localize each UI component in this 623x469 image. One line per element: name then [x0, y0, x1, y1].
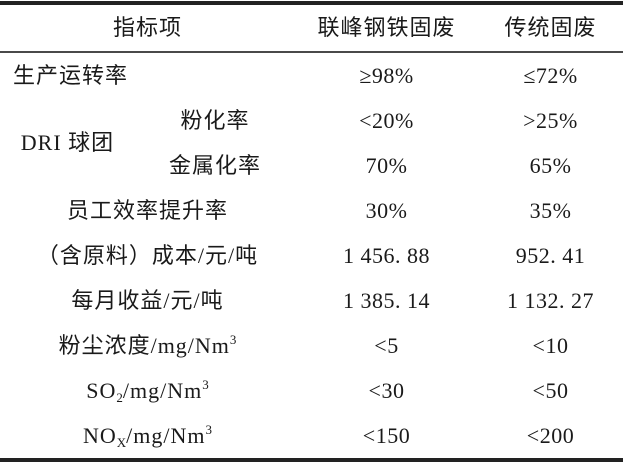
nox-label-subscript: X	[116, 434, 127, 450]
staff-efficiency-lianfeng-value: 30%	[365, 197, 408, 223]
staff-efficiency-traditional-value: 35%	[529, 197, 572, 223]
dust-lianfeng-value: <5	[374, 332, 399, 358]
nox-lianfeng-value: <150	[362, 422, 411, 448]
metallization-lianfeng-value: 70%	[365, 152, 408, 178]
dri-pellet-group-label: DRI 球团	[20, 130, 115, 155]
so2-label-base: SO	[86, 377, 117, 403]
row-monthly-income: 每月收益/元/吨 1 385. 14 1 132. 27	[0, 278, 623, 323]
table-header: 指标项 联峰钢铁固废 传统固废	[0, 3, 623, 53]
nox-label-base: NO	[83, 422, 117, 448]
so2-label-superscript: 3	[202, 376, 209, 392]
nox-label: NOX/mg/Nm3	[0, 413, 295, 460]
monthly-income-lianfeng-value: 1 385. 14	[343, 287, 431, 313]
dust-label: 粉尘浓度/mg/Nm3	[0, 323, 295, 368]
pulverization-label: 粉化率	[180, 107, 250, 133]
dust-label-base: 粉尘浓度/mg/Nm	[58, 332, 230, 358]
row-nox: NOX/mg/Nm3 <150 <200	[0, 413, 623, 460]
row-dri-metallization: 金属化率 70% 65%	[0, 143, 623, 188]
metallization-traditional-value: 65%	[529, 152, 572, 178]
cost-lianfeng-value: 1 456. 88	[343, 242, 431, 268]
row-dust-concentration: 粉尘浓度/mg/Nm3 <5 <10	[0, 323, 623, 368]
staff-efficiency-label: 员工效率提升率	[67, 197, 229, 223]
row-staff-efficiency: 员工效率提升率 30% 35%	[0, 188, 623, 233]
header-traditional: 传统固废	[478, 3, 623, 53]
so2-traditional-value: <50	[532, 377, 569, 403]
nox-label-superscript: 3	[205, 421, 213, 437]
row-so2: SO2/mg/Nm3 <30 <50	[0, 368, 623, 413]
cost-label: （含原料）成本/元/吨	[36, 242, 259, 268]
dust-label-superscript: 3	[229, 331, 237, 347]
pulverization-lianfeng-value: <20%	[359, 107, 414, 133]
so2-label-subscript: 2	[116, 389, 123, 405]
metallization-label: 金属化率	[169, 152, 262, 178]
dust-traditional-value: <10	[532, 332, 569, 358]
production-rate-label: 生产运转率	[13, 62, 129, 88]
pulverization-traditional-value: >25%	[523, 107, 578, 133]
cost-traditional-value: 952. 41	[515, 242, 586, 268]
so2-label: SO2/mg/Nm3	[0, 368, 295, 413]
production-rate-lianfeng-value: ≥98%	[359, 62, 414, 88]
row-production-rate: 生产运转率 ≥98% ≤72%	[0, 52, 623, 98]
row-cost: （含原料）成本/元/吨 1 456. 88 952. 41	[0, 233, 623, 278]
nox-traditional-value: <200	[526, 422, 575, 448]
header-lianfeng: 联峰钢铁固废	[295, 3, 479, 53]
so2-lianfeng-value: <30	[368, 377, 405, 403]
monthly-income-traditional-value: 1 132. 27	[507, 287, 595, 313]
header-indicator: 指标项	[0, 3, 296, 53]
monthly-income-label: 每月收益/元/吨	[71, 287, 224, 313]
production-rate-traditional-value: ≤72%	[523, 62, 578, 88]
nox-label-rest: /mg/Nm	[126, 422, 206, 448]
so2-label-rest: /mg/Nm	[122, 377, 203, 403]
header-row: 指标项 联峰钢铁固废 传统固废	[0, 3, 623, 53]
table-body: 生产运转率 ≥98% ≤72% DRI 球团 粉化率 <20% >25% 金属化…	[0, 52, 623, 460]
row-dri-pulverization: DRI 球团 粉化率 <20% >25%	[0, 98, 623, 154]
